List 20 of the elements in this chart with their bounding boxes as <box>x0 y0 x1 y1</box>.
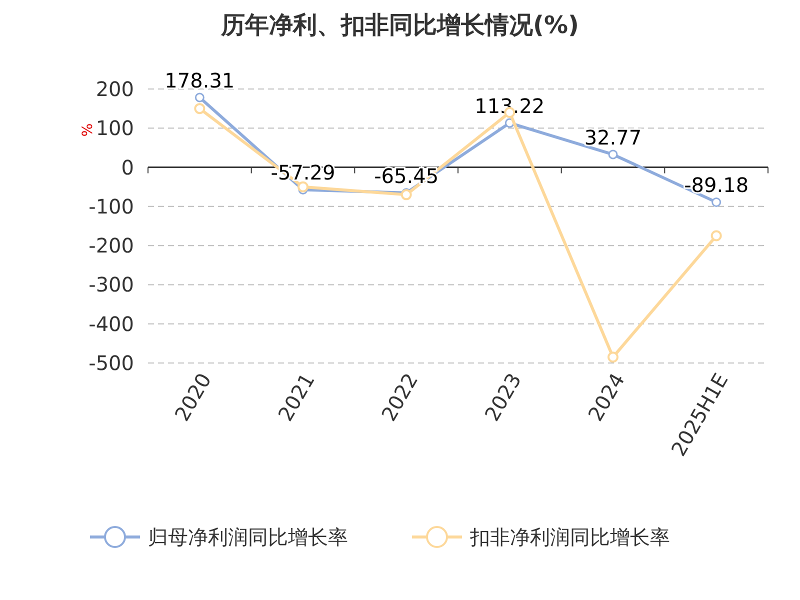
y-tick-label: -300 <box>88 272 134 297</box>
y-tick-label: 0 <box>121 155 134 180</box>
y-axis-title: % <box>80 123 96 137</box>
y-tick-label: 100 <box>96 116 134 140</box>
y-tick-label: -400 <box>88 312 134 336</box>
data-label: -65.45 <box>374 164 439 188</box>
chart-title: 历年净利、扣非同比增长情况(%) <box>220 11 579 39</box>
data-label: 32.77 <box>584 125 642 150</box>
y-tick-label: -200 <box>88 234 134 258</box>
y-tick-label: -500 <box>88 351 134 375</box>
point <box>608 150 618 160</box>
data-label: -57.29 <box>270 160 336 185</box>
point <box>712 197 722 207</box>
point <box>194 92 204 102</box>
y-tick-label: 200 <box>96 77 134 101</box>
y-tick-label: -100 <box>88 194 134 218</box>
data-label: -89.18 <box>684 173 749 198</box>
data-label: 178.31 <box>164 68 235 92</box>
legend-label: 扣非净利润同比增长率 <box>469 525 670 549</box>
legend-label: 归母净利润同比增长率 <box>148 525 348 549</box>
